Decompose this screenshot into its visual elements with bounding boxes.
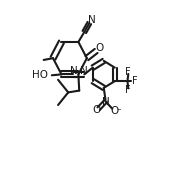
Text: $^-$: $^-$ [115,106,122,115]
Text: $^+$: $^+$ [103,99,110,105]
Text: N: N [88,15,95,25]
Text: F: F [132,76,137,86]
Text: N: N [102,97,110,107]
Text: O: O [95,43,104,53]
Text: O: O [93,105,101,115]
Text: F: F [126,67,131,77]
Text: F: F [126,85,131,95]
Text: O: O [110,106,118,116]
Text: N: N [80,66,87,76]
Text: N: N [70,66,78,76]
Text: HO: HO [32,70,48,80]
